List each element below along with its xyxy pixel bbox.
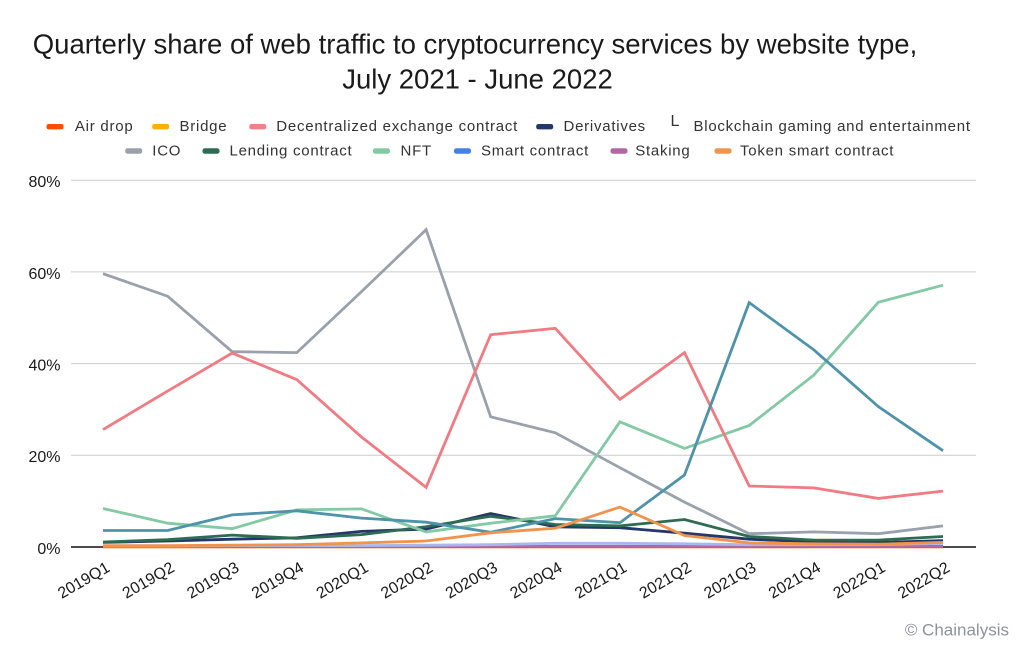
svg-text:Decentralized exchange contrac: Decentralized exchange contract	[276, 118, 518, 135]
svg-text:NFT: NFT	[401, 142, 432, 159]
svg-text:20%: 20%	[28, 449, 60, 466]
svg-text:Bridge: Bridge	[180, 118, 228, 135]
svg-text:ICO: ICO	[152, 142, 181, 159]
svg-text:© Chainalysis: © Chainalysis	[905, 621, 1009, 640]
svg-text:Quarterly share of web traffic: Quarterly share of web traffic to crypto…	[33, 29, 917, 60]
svg-text:0%: 0%	[37, 541, 60, 558]
svg-text:L: L	[671, 113, 680, 130]
svg-text:Derivatives: Derivatives	[564, 118, 646, 135]
svg-text:40%: 40%	[28, 358, 60, 375]
svg-text:Lending contract: Lending contract	[230, 142, 353, 159]
svg-text:Air drop: Air drop	[75, 118, 134, 135]
svg-text:60%: 60%	[28, 266, 60, 283]
svg-text:80%: 80%	[28, 174, 60, 191]
svg-text:Smart contract: Smart contract	[481, 142, 589, 159]
svg-text:Token smart contract: Token smart contract	[740, 142, 894, 159]
svg-text:Staking: Staking	[635, 142, 690, 159]
svg-text:July 2021 - June 2022: July 2021 - June 2022	[342, 64, 613, 95]
svg-text:Blockchain gaming and entertai: Blockchain gaming and entertainment	[694, 118, 971, 135]
